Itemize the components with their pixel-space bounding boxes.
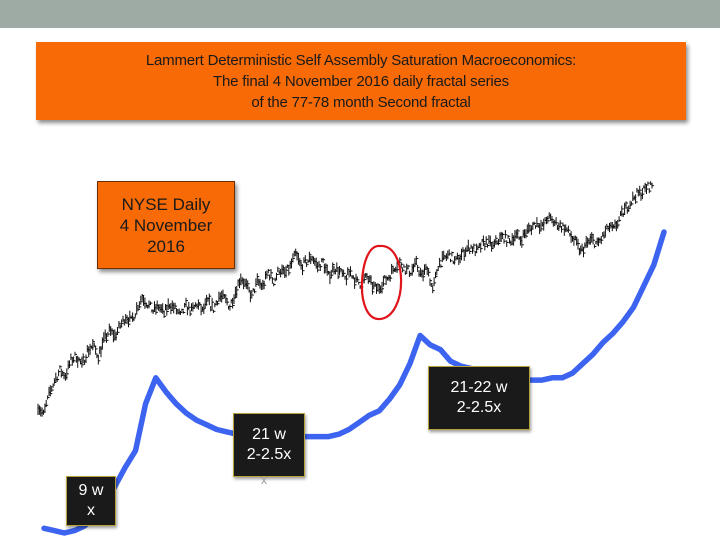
stray-x-mark: x [261, 473, 267, 487]
highlight-circle [360, 244, 403, 321]
annotation-21w-line-1: 21 w [252, 426, 286, 443]
annotation-9w: 9 w x [66, 476, 116, 526]
title-line-1: Lammert Deterministic Self Assembly Satu… [145, 51, 577, 69]
top-bar [0, 0, 720, 28]
nyse-label-line-1: NYSE Daily [121, 194, 211, 214]
annotation-9w-line-2: x [87, 502, 95, 519]
fractal-curve [41, 229, 667, 536]
annotation-21-22w-line-1: 21-22 w [450, 379, 508, 396]
annotation-9w-line-1: 9 w [78, 482, 104, 499]
title-box: Lammert Deterministic Self Assembly Satu… [36, 42, 686, 120]
annotation-21-22w: 21-22 w 2-2.5x [428, 366, 530, 430]
annotation-21-22w-line-2: 2-2.5x [456, 399, 502, 416]
annotation-21w: 21 w 2-2.5x [233, 413, 305, 477]
nyse-label-line-3: 2016 [147, 236, 185, 256]
title-line-2: The final 4 November 2016 daily fractal … [213, 72, 509, 90]
title-line-3: of the 77-78 month Second fractal [251, 93, 471, 111]
annotation-21w-line-2: 2-2.5x [246, 446, 292, 463]
nyse-label-box: NYSE Daily 4 November 2016 [97, 181, 235, 269]
nyse-label-line-2: 4 November [119, 215, 213, 235]
price-bars [37, 181, 654, 417]
